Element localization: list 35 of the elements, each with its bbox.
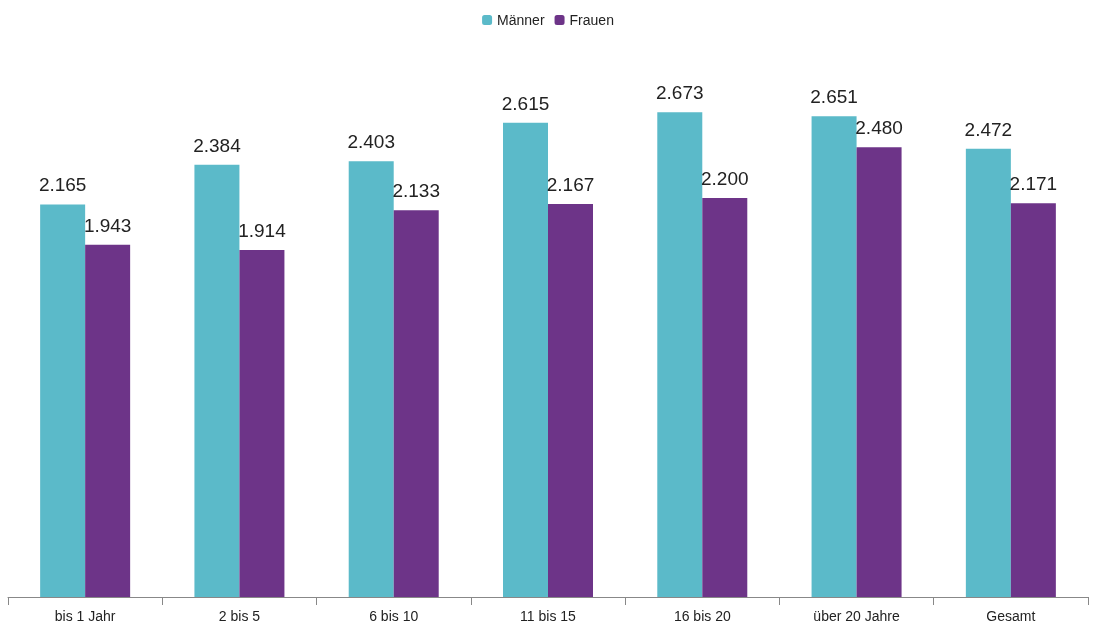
bar — [40, 204, 86, 597]
bar — [239, 249, 285, 597]
data-label: 2.480 — [855, 117, 903, 139]
data-label: 1.943 — [83, 214, 132, 236]
bar — [811, 116, 857, 597]
data-label: 2.133 — [392, 180, 440, 202]
x-tick-label: 16 bis 20 — [673, 608, 731, 624]
x-tick-label: 2 bis 5 — [218, 608, 261, 624]
data-label: 2.200 — [701, 168, 749, 190]
bar — [348, 161, 394, 597]
data-label: 2.673 — [656, 82, 704, 104]
x-tick-label: bis 1 Jahr — [54, 608, 116, 624]
bar — [702, 198, 748, 597]
data-label: 2.472 — [964, 118, 1013, 140]
data-label: 2.403 — [347, 131, 395, 153]
data-label: 2.651 — [810, 86, 858, 108]
bar — [85, 244, 131, 597]
data-label: 2.165 — [38, 174, 87, 196]
data-label: 2.384 — [193, 134, 242, 156]
bar — [194, 164, 240, 597]
x-tick-label: Gesamt — [986, 608, 1036, 624]
bar — [548, 204, 593, 597]
bar — [856, 147, 902, 597]
legend-label: Männer — [497, 12, 545, 28]
bar — [657, 112, 703, 597]
bar — [393, 210, 439, 597]
bar — [1010, 203, 1056, 597]
x-tick-label: 6 bis 10 — [369, 608, 419, 624]
bar — [965, 148, 1011, 597]
x-tick-label: 11 bis 15 — [520, 608, 577, 624]
bar — [503, 122, 548, 597]
x-tick-label: über 20 Jahre — [813, 608, 900, 624]
data-label: 2.615 — [501, 92, 550, 114]
legend-label: Frauen — [569, 12, 614, 28]
data-label: 1.914 — [238, 219, 287, 241]
